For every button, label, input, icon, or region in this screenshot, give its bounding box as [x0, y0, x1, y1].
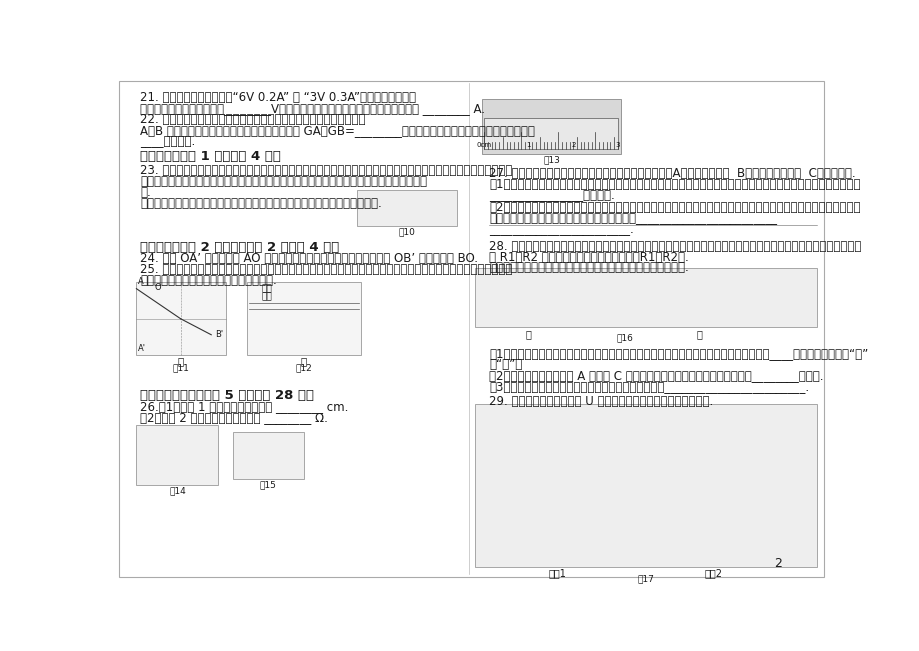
Text: 下.: 下.: [140, 186, 151, 199]
Text: 0cm: 0cm: [476, 143, 492, 148]
Text: 三、简答题（共 1 小题，共 4 分）: 三、简答题（共 1 小题，共 4 分）: [140, 150, 280, 163]
Text: 图17: 图17: [637, 574, 654, 583]
Text: 图16: 图16: [616, 334, 632, 343]
Text: A、B 处，杆杆仍然平衡，则两重物重力大小之比 GA：GB=________；若要将两重物同时洸没在水中，则杆杆的: A、B 处，杆杆仍然平衡，则两重物重力大小之比 GA：GB=________；若…: [140, 124, 534, 137]
Text: 请根据上文内容，提出两个与物理知识有关的问题，并针对所提问题做出简答.: 请根据上文内容，提出两个与物理知识有关的问题，并针对所提问题做出简答.: [140, 197, 381, 210]
FancyBboxPatch shape: [483, 118, 617, 149]
Text: 图10: 图10: [399, 227, 415, 236]
Text: 体的阻力，水翄船靠近港口，要提早关闭动力，船体逐渐降低，继续向前减速运动一会儿才停: 体的阻力，水翄船靠近港口，要提早关闭动力，船体逐渐降低，继续向前减速运动一会儿才…: [140, 175, 426, 188]
Text: 22. 图中，杆杆调平衡后，将两个体积相同的重物分别挂在杆杆两侧的: 22. 图中，杆杆调平衡后，将两个体积相同的重物分别挂在杆杆两侧的: [140, 113, 365, 126]
FancyBboxPatch shape: [136, 282, 225, 355]
Text: 图14: 图14: [169, 487, 186, 495]
Text: 丝 R1、R2 分别封闭在两个相同的烧杯中（R1＜R2）.: 丝 R1、R2 分别封闭在两个相同的烧杯中（R1＜R2）.: [489, 251, 688, 264]
Text: ________________是否有关.: ________________是否有关.: [489, 189, 615, 202]
FancyBboxPatch shape: [482, 99, 620, 154]
Text: 实验1: 实验1: [548, 568, 565, 578]
Text: 火线: 火线: [261, 284, 272, 293]
Text: B': B': [215, 330, 222, 339]
Text: （2）如图 2 所示，电流表的示数为 ________ Ω.: （2）如图 2 所示，电流表的示数为 ________ Ω.: [140, 411, 327, 424]
FancyBboxPatch shape: [357, 190, 457, 227]
FancyBboxPatch shape: [233, 432, 303, 479]
FancyBboxPatch shape: [474, 404, 816, 567]
Text: 29. 如图所示，小雨同学用 U 型管压强计探究影响液体压强的因素.: 29. 如图所示，小雨同学用 U 型管压强计探究影响液体压强的因素.: [489, 395, 713, 408]
Text: 图13: 图13: [543, 156, 560, 165]
Text: 25. 如图所示，插线板上开关控制指示灯和插孔，若指示灯开路，插孔仍可正常使用，请在图乙中画出插线板上开关、: 25. 如图所示，插线板上开关控制指示灯和插孔，若指示灯开路，插孔仍可正常使用，…: [140, 262, 512, 275]
Text: A: A: [138, 277, 143, 286]
Text: 2: 2: [571, 143, 574, 148]
Text: ____端会上升.: ____端会上升.: [140, 135, 195, 148]
Text: 3: 3: [615, 143, 619, 148]
FancyBboxPatch shape: [136, 425, 218, 485]
Text: 甲: 甲: [177, 356, 184, 367]
Text: 指示灯和插孔的连接方式，并与电源线接通.: 指示灯和插孔的连接方式，并与电源线接通.: [140, 273, 277, 286]
Text: 四、作图题（共 2 小题，每小题 2 分，共 4 分）: 四、作图题（共 2 小题，每小题 2 分，共 4 分）: [140, 240, 339, 253]
Text: A': A': [138, 344, 145, 353]
Text: 23. 如图所示是一种水翄船，船体下安装了水翄，水翄船高速航行时，水面下的水翄会使船体整体抬高从而减小水对船: 23. 如图所示是一种水翄船，船体下安装了水翄，水翄船高速航行时，水面下的水翄会…: [140, 164, 512, 177]
Text: （1）小雨在两块相同的玻璃片上分别滴一滴质量相同的水，如图所示，观察图中情景，你认为小雨在探究水蠢发快慢与: （1）小雨在两块相同的玻璃片上分别滴一滴质量相同的水，如图所示，观察图中情景，你…: [489, 178, 860, 191]
Text: 用玻璃管将烧杯分别与相同的气球相连，两次实验电源电压不变.: 用玻璃管将烧杯分别与相同的气球相连，两次实验电源电压不变.: [489, 261, 688, 274]
FancyBboxPatch shape: [474, 268, 816, 327]
Text: （3）小镶用气球替代温度计进行实验，你对此的评价是________________________.: （3）小镶用气球替代温度计进行实验，你对此的评价是_______________…: [489, 380, 809, 393]
Text: 乙: 乙: [301, 356, 307, 367]
Text: 大，蠢发也越快，你认为此过程存在的问题是：________________________: 大，蠢发也越快，你认为此过程存在的问题是：___________________…: [489, 212, 777, 225]
Text: 图15: 图15: [259, 480, 277, 490]
Text: ________________________.: ________________________.: [489, 223, 633, 236]
Text: 2: 2: [773, 557, 781, 570]
FancyBboxPatch shape: [246, 282, 360, 355]
Text: 图11: 图11: [172, 363, 188, 372]
Text: 乙: 乙: [696, 329, 702, 339]
Text: 24. 图中 OA’ 是入射光线 AO 的折射光线，请在图中大致画出折射光线 OB’ 的入射光线 BO.: 24. 图中 OA’ 是入射光线 AO 的折射光线，请在图中大致画出折射光线 O…: [140, 251, 478, 264]
Text: 实验2: 实验2: [704, 568, 722, 578]
Text: 零线: 零线: [261, 293, 272, 301]
Text: 21. 两个电阻的规格分别为“6V 0.2A” 和 “3V 0.3A”，将它们串联后接: 21. 两个电阻的规格分别为“6V 0.2A” 和 “3V 0.3A”，将它们串…: [140, 90, 415, 104]
Text: 28. 为了探究电流产生的热量跟哪些因素有关，小镶同学先后采用如图所示的甲、乙两个装置进行实验，她将两段电阻: 28. 为了探究电流产生的热量跟哪些因素有关，小镶同学先后采用如图所示的甲、乙两…: [489, 240, 861, 253]
Text: 甲: 甲: [525, 329, 531, 339]
Text: （1）要探究通电时间和通电电流大小相同时，电流产生的热量与电阻的关系，应选择装置____进行实验，（选填“甲”: （1）要探究通电时间和通电电流大小相同时，电流产生的热量与电阻的关系，应选择装置…: [489, 347, 868, 360]
Text: O: O: [154, 283, 161, 292]
Text: 27. 小雨同学想探究影响水蠢发快慢的因素有以下三个：A、水的表面积；  B、水上方的风速；  C、水的温度.: 27. 小雨同学想探究影响水蠢发快慢的因素有以下三个：A、水的表面积； B、水上…: [489, 167, 855, 180]
Text: （2）比较相同时间内气球 A 与气球 C 体积变化情况，可探究电流产生的热量与________的关系.: （2）比较相同时间内气球 A 与气球 C 体积变化情况，可探究电流产生的热量与_…: [489, 369, 823, 382]
Text: 图12: 图12: [295, 363, 312, 372]
Text: 入电路，其总电压不能超过________V；将它们并联后接入电路，其总电流不能超过 ________ A.: 入电路，其总电压不能超过________V；将它们并联后接入电路，其总电流不能超…: [140, 102, 484, 115]
Text: 五、实验与探究题（共 5 小题，共 28 分）: 五、实验与探究题（共 5 小题，共 28 分）: [140, 389, 313, 402]
Text: 26.（1）如图 1 所示，木块的长度是 ________ cm.: 26.（1）如图 1 所示，木块的长度是 ________ cm.: [140, 400, 348, 413]
Text: （2）接着小雨用电吹风的热风档在图左边玻璃片上方吹风，发现左边玻璃片更早干了，小雨由此得出，水上方的风速越: （2）接着小雨用电吹风的热风档在图左边玻璃片上方吹风，发现左边玻璃片更早干了，小…: [489, 201, 860, 214]
Text: 或“乙”）: 或“乙”）: [489, 358, 522, 371]
Text: 1: 1: [526, 143, 530, 148]
